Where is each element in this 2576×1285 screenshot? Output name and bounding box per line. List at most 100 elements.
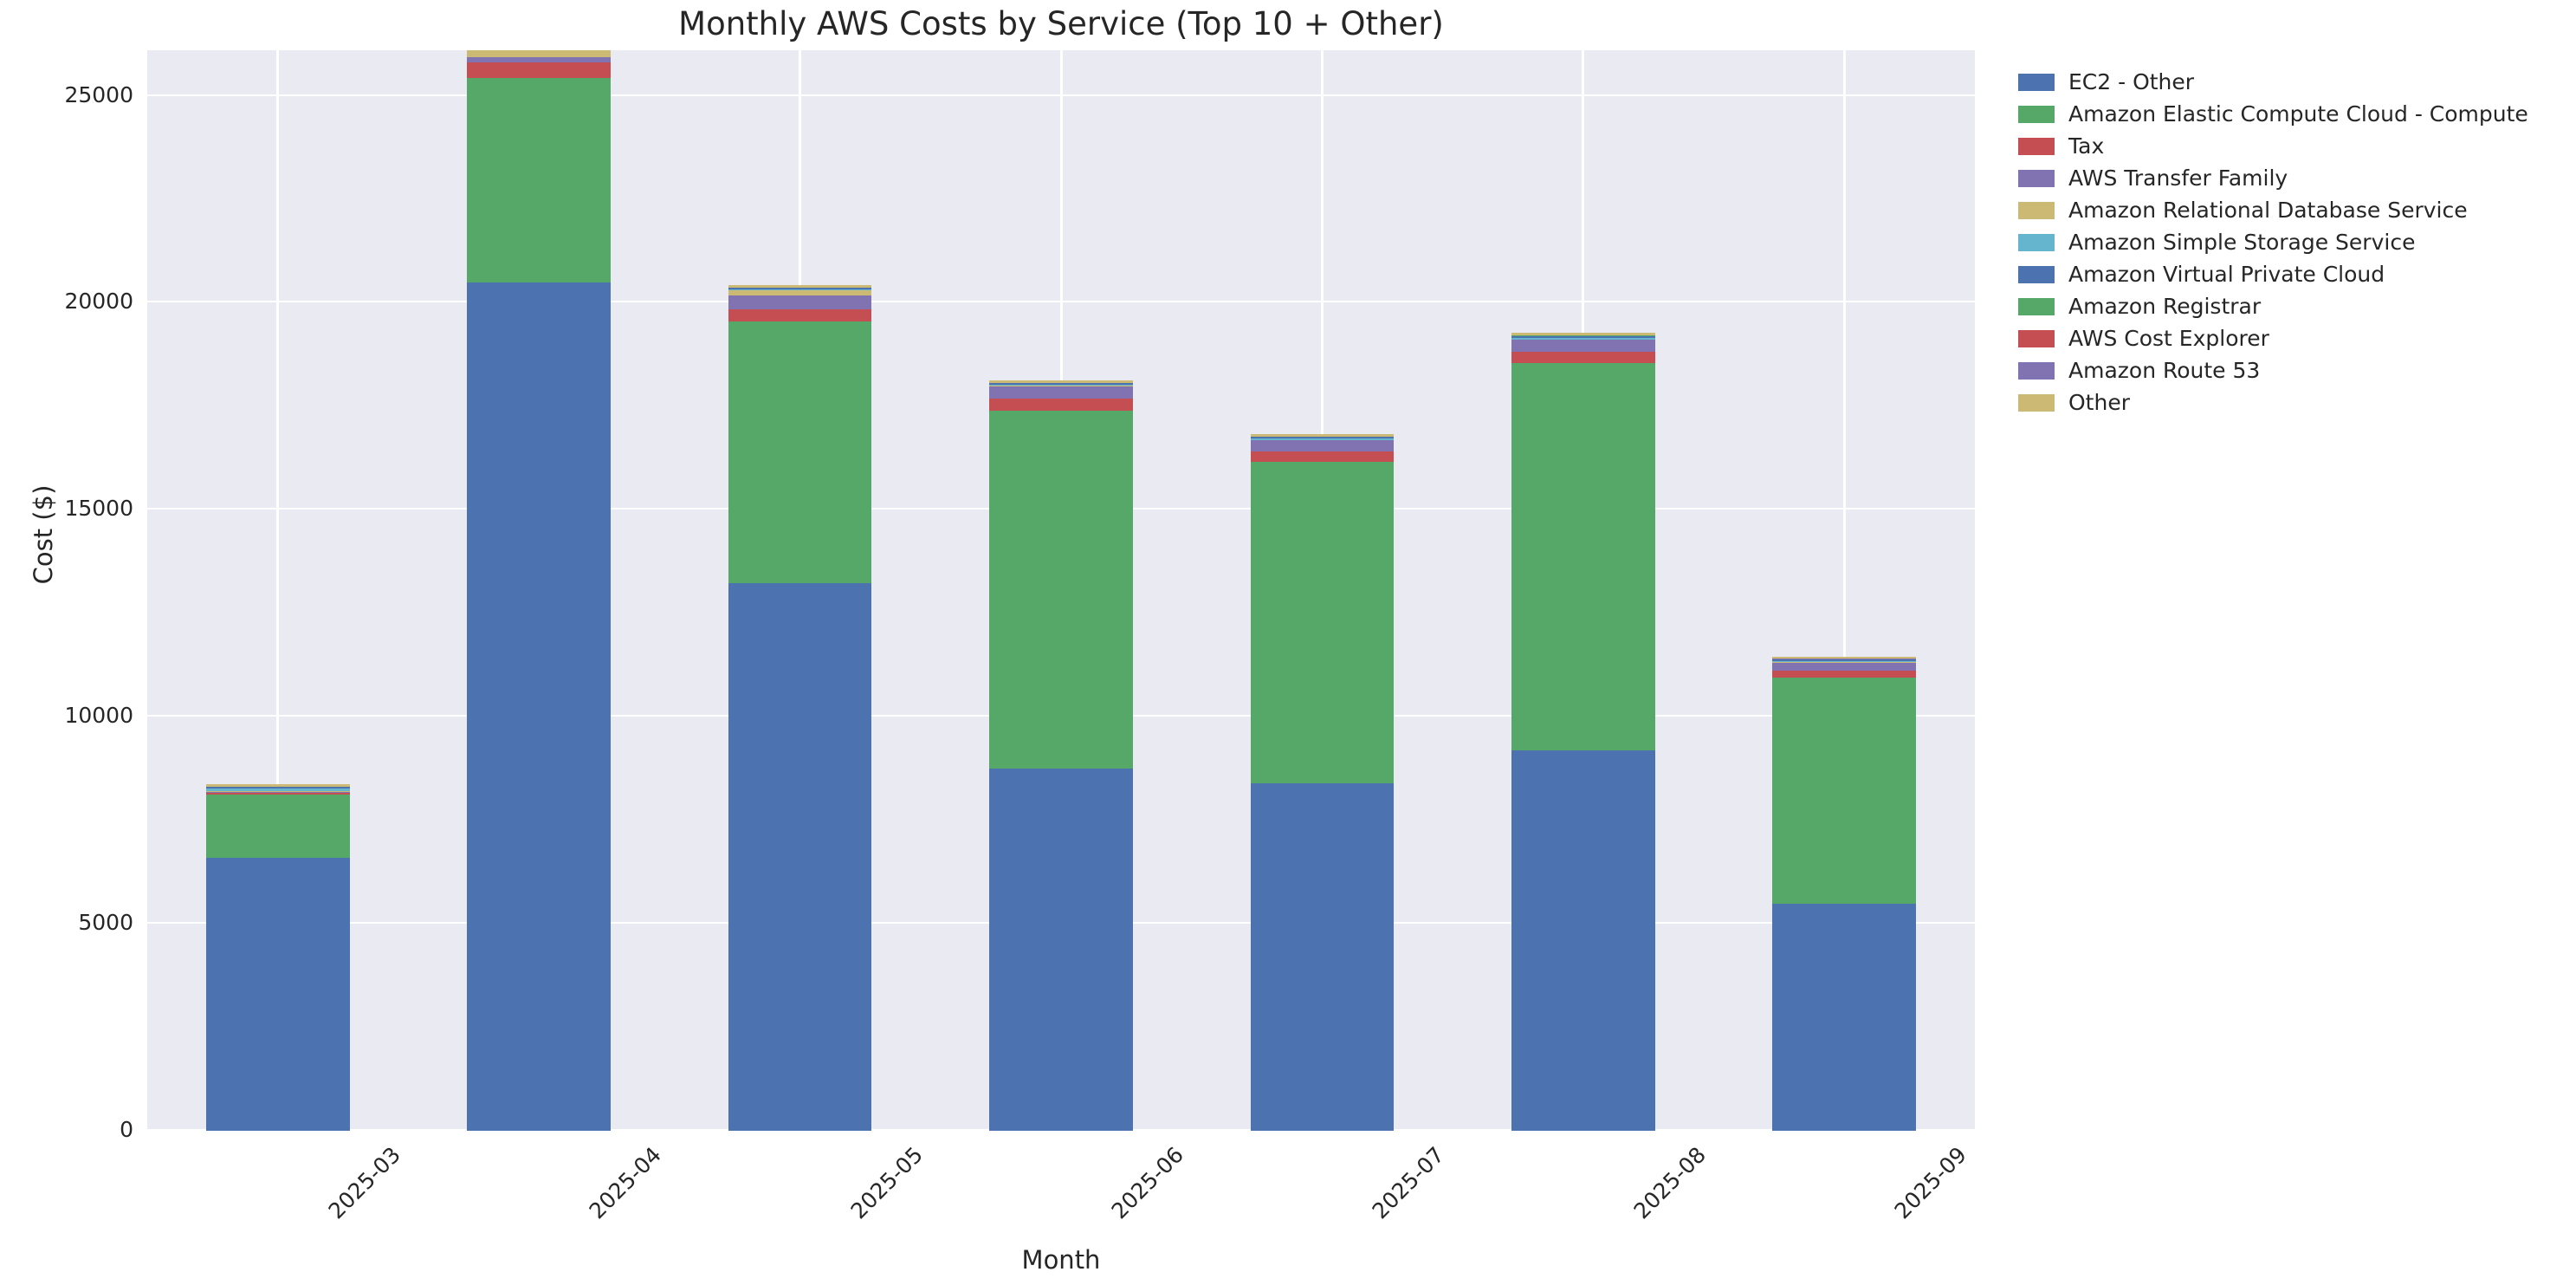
bar-segment[interactable] [1250,436,1395,438]
legend-item[interactable]: Amazon Relational Database Service [2018,194,2555,226]
legend-label: Amazon Elastic Compute Cloud - Compute [2068,101,2528,127]
x-tick-label: 2025-04 [584,1142,667,1224]
bar-segment[interactable] [467,78,612,282]
legend-label: Amazon Simple Storage Service [2068,230,2416,255]
chart-title: Monthly AWS Costs by Service (Top 10 + O… [678,5,1444,42]
legend-item[interactable]: AWS Cost Explorer [2018,322,2555,354]
bar-segment[interactable] [728,295,872,309]
plot-area [147,50,1975,1131]
bar-segment[interactable] [467,50,612,58]
bar-segment[interactable] [1772,671,1917,678]
bar-group-2025-05[interactable] [728,285,872,1131]
bar-segment[interactable] [1511,335,1655,338]
x-tick-label: 2025-05 [845,1142,928,1224]
bar-segment[interactable] [728,290,872,295]
legend-label: EC2 - Other [2068,69,2195,94]
bar-segment[interactable] [989,399,1133,411]
bar-segment[interactable] [728,321,872,583]
y-axis-label: Cost ($) [29,484,58,585]
y-tick-label: 15000 [64,496,133,522]
bar-segment[interactable] [1511,750,1655,1131]
legend-swatch-icon [2018,201,2055,219]
bar-group-2025-03[interactable] [205,784,350,1131]
legend-swatch-icon [2018,393,2055,412]
legend-swatch-icon [2018,169,2055,187]
bar-segment[interactable] [1511,337,1655,340]
bar-segment[interactable] [1772,678,1917,904]
legend-label: Tax [2068,133,2105,159]
legend-swatch-icon [2018,233,2055,251]
bar-segment[interactable] [1511,362,1655,751]
bar-segment[interactable] [989,386,1133,399]
legend-item[interactable]: Amazon Elastic Compute Cloud - Compute [2018,98,2555,130]
legend-swatch-icon [2018,297,2055,315]
bar-segment[interactable] [467,282,612,1131]
x-tick-label: 2025-03 [323,1142,405,1224]
legend-label: Other [2068,390,2130,415]
bar-segment[interactable] [989,382,1133,386]
bar-segment[interactable] [1511,351,1655,363]
bar-segment[interactable] [989,380,1133,383]
bar-segment[interactable] [728,582,872,1131]
bar-segment[interactable] [1772,659,1917,661]
y-tick-label: 25000 [64,81,133,107]
legend-label: Amazon Registrar [2068,294,2262,319]
bar-segment[interactable] [989,410,1133,769]
bar-segment[interactable] [205,789,350,791]
bar-segment[interactable] [205,794,350,858]
bar-segment[interactable] [1250,782,1395,1131]
bar-group-2025-07[interactable] [1250,434,1395,1131]
legend-item[interactable]: Amazon Virtual Private Cloud [2018,258,2555,290]
legend-swatch-icon [2018,329,2055,347]
bar-group-2025-06[interactable] [989,380,1133,1131]
legend-label: Amazon Virtual Private Cloud [2068,262,2385,287]
bar-segment[interactable] [728,287,872,289]
bar-segment[interactable] [1772,662,1917,672]
x-tick-label: 2025-06 [1106,1142,1188,1224]
x-tick-label: 2025-07 [1368,1142,1450,1224]
bar-segment[interactable] [1511,339,1655,352]
bar-segment[interactable] [728,308,872,321]
y-tick-label: 10000 [64,703,133,729]
y-tick-label: 5000 [78,910,133,936]
bar-segment[interactable] [1511,333,1655,335]
bar-segment[interactable] [1250,440,1395,452]
bar-segment[interactable] [205,857,350,1131]
x-tick-label: 2025-09 [1889,1142,1972,1224]
legend-label: Amazon Relational Database Service [2068,198,2468,223]
bar-segment[interactable] [205,792,350,795]
y-tick-label: 0 [120,1117,133,1142]
legend-item[interactable]: AWS Transfer Family [2018,162,2555,194]
legend-item[interactable]: Amazon Simple Storage Service [2018,226,2555,258]
bar-segment[interactable] [989,383,1133,386]
bar-group-2025-09[interactable] [1772,656,1917,1131]
bar-segment[interactable] [989,768,1133,1131]
x-axis-label: Month [1021,1245,1101,1275]
legend-item[interactable]: Other [2018,386,2555,419]
bar-segment[interactable] [205,786,350,789]
y-tick-label: 20000 [64,289,133,315]
bar-segment[interactable] [728,285,872,288]
bar-segment[interactable] [205,784,350,787]
legend-item[interactable]: EC2 - Other [2018,66,2555,98]
legend-item[interactable]: Amazon Registrar [2018,290,2555,322]
legend-label: AWS Transfer Family [2068,165,2288,191]
bar-segment[interactable] [1250,438,1395,440]
bar-segment[interactable] [467,62,612,79]
legend-swatch-icon [2018,105,2055,123]
chart-legend: EC2 - Other Amazon Elastic Compute Cloud … [2018,66,2555,419]
bar-group-2025-08[interactable] [1511,333,1655,1131]
bar-segment[interactable] [1772,903,1917,1131]
bar-segment[interactable] [467,57,612,63]
legend-swatch-icon [2018,137,2055,155]
bar-segment[interactable] [1772,659,1917,663]
bar-segment[interactable] [1772,656,1917,659]
legend-item[interactable]: Tax [2018,130,2555,162]
legend-label: Amazon Route 53 [2068,358,2261,383]
bar-group-2025-04[interactable] [467,50,612,1131]
bar-segment[interactable] [1250,451,1395,463]
legend-item[interactable]: Amazon Route 53 [2018,354,2555,386]
bar-segment[interactable] [1250,434,1395,437]
bar-segment[interactable] [1250,462,1395,783]
